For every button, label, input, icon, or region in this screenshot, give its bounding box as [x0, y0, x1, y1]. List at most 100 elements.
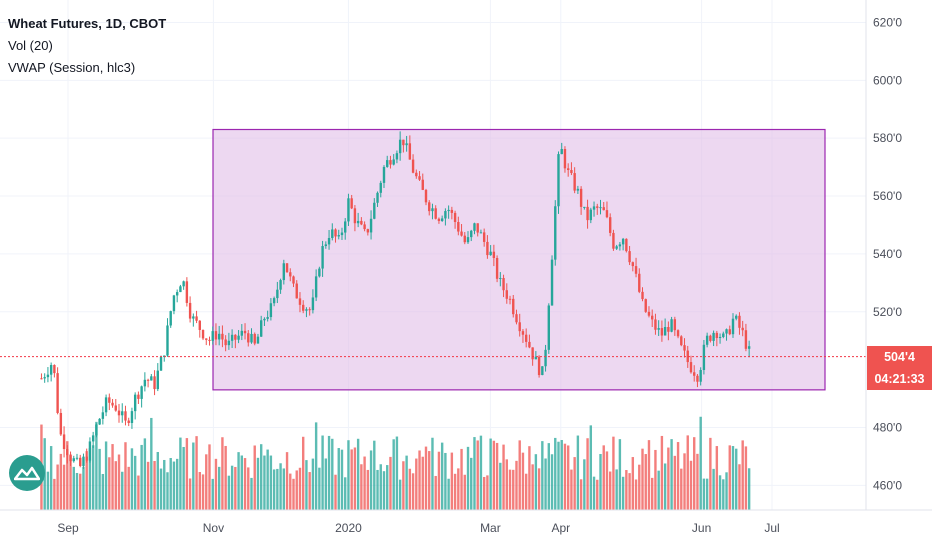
- volume-bar: [437, 451, 441, 510]
- candle-body: [360, 220, 363, 225]
- candle-body: [137, 394, 140, 399]
- candle-body: [699, 369, 702, 382]
- candle-body: [566, 168, 570, 171]
- candle-body: [663, 326, 667, 336]
- candle-body: [46, 374, 50, 378]
- volume-bar: [651, 477, 654, 510]
- volume-bar: [440, 442, 444, 510]
- range-rectangle-drawing[interactable]: [212, 128, 826, 391]
- volume-bar: [272, 469, 276, 510]
- candle-body: [195, 316, 198, 321]
- volume-bar: [389, 456, 392, 510]
- volume-bar: [376, 469, 379, 510]
- volume-bar: [311, 458, 315, 510]
- candle-body: [121, 411, 124, 416]
- volume-bar: [528, 446, 531, 510]
- candle-body: [612, 232, 615, 249]
- volume-bar: [618, 439, 622, 510]
- volume-bar: [424, 446, 428, 510]
- volume-bar: [586, 438, 589, 510]
- volume-series: [40, 416, 751, 510]
- volume-bar: [379, 464, 382, 510]
- volume-bar: [104, 441, 108, 510]
- volume-bar: [479, 435, 483, 510]
- volume-bar: [289, 473, 292, 510]
- candle-body: [389, 160, 392, 165]
- volume-bar: [541, 441, 544, 510]
- volume-bar: [495, 442, 499, 510]
- volume-bar: [266, 449, 269, 510]
- volume-bar: [731, 446, 735, 510]
- volume-bar: [693, 437, 696, 510]
- candle-body: [227, 340, 231, 346]
- candle-body: [557, 154, 560, 207]
- volume-bar: [169, 458, 172, 510]
- candle-body: [450, 209, 454, 213]
- volume-bar: [243, 458, 247, 510]
- candle-body: [667, 326, 670, 332]
- volume-bar: [302, 436, 305, 510]
- candle-body: [453, 212, 457, 223]
- candle-body: [470, 230, 473, 238]
- volume-bar: [570, 469, 573, 510]
- candle-body: [66, 449, 69, 456]
- volume-bar: [680, 468, 683, 510]
- volume-bar: [91, 445, 95, 510]
- volume-bar: [573, 457, 576, 510]
- volume-bar: [269, 455, 273, 510]
- candle-body: [641, 291, 644, 300]
- volume-bar: [686, 435, 689, 510]
- candle-body: [214, 331, 218, 340]
- candle-body: [85, 456, 88, 461]
- x-tick-label: Jun: [692, 521, 711, 535]
- candle-series: [40, 131, 751, 470]
- volume-bar: [82, 466, 85, 510]
- candle-body: [133, 394, 137, 412]
- x-tick-label: 2020: [335, 521, 362, 535]
- volume-bar: [360, 464, 363, 510]
- volume-bar: [583, 459, 586, 510]
- candle-body: [243, 330, 247, 334]
- volume-bar: [602, 445, 605, 510]
- candle-body: [702, 344, 706, 370]
- candle-body: [621, 238, 625, 245]
- symbol-title[interactable]: Wheat Futures, 1D, CBOT: [8, 16, 167, 31]
- vwap-indicator-label[interactable]: VWAP (Session, hlc3): [8, 60, 136, 75]
- volume-bar: [709, 437, 712, 510]
- candle-body: [208, 339, 211, 341]
- candle-body: [550, 259, 554, 306]
- volume-bar: [476, 440, 479, 510]
- time-axis[interactable]: Sep Nov 2020 Mar Apr Jun Jul: [57, 521, 779, 535]
- candle-body: [524, 334, 528, 342]
- candle-body: [127, 420, 130, 423]
- volume-bar: [592, 476, 596, 510]
- tradingview-logo-icon[interactable]: [9, 455, 45, 491]
- volume-bar: [608, 471, 612, 510]
- volume-bar: [508, 469, 512, 510]
- candle-body: [62, 434, 66, 450]
- volume-bar: [579, 479, 583, 510]
- candle-body: [460, 231, 463, 236]
- candle-body: [495, 258, 499, 279]
- volume-bar: [111, 444, 114, 510]
- volume-bar: [502, 444, 505, 510]
- volume-bar: [163, 459, 166, 510]
- candle-body: [117, 410, 121, 416]
- candle-body: [444, 211, 447, 219]
- candle-body: [395, 153, 399, 160]
- volume-bar: [670, 439, 673, 510]
- price-axis[interactable]: 620'0 600'0 580'0 560'0 540'0 520'0 480'0 460'0: [873, 15, 902, 492]
- candle-body: [418, 176, 421, 180]
- candle-body: [146, 379, 150, 381]
- candle-body: [279, 280, 282, 290]
- volume-bar: [127, 466, 130, 510]
- volume-bar: [172, 461, 176, 510]
- candle-body: [473, 223, 476, 231]
- volume-bar: [411, 473, 415, 510]
- candle-body: [111, 402, 114, 406]
- candle-body: [289, 272, 292, 277]
- volume-indicator-label[interactable]: Vol (20): [8, 38, 53, 53]
- volume-bar: [282, 468, 286, 510]
- chart-legend: Wheat Futures, 1D, CBOT Vol (20) VWAP (S…: [8, 13, 166, 79]
